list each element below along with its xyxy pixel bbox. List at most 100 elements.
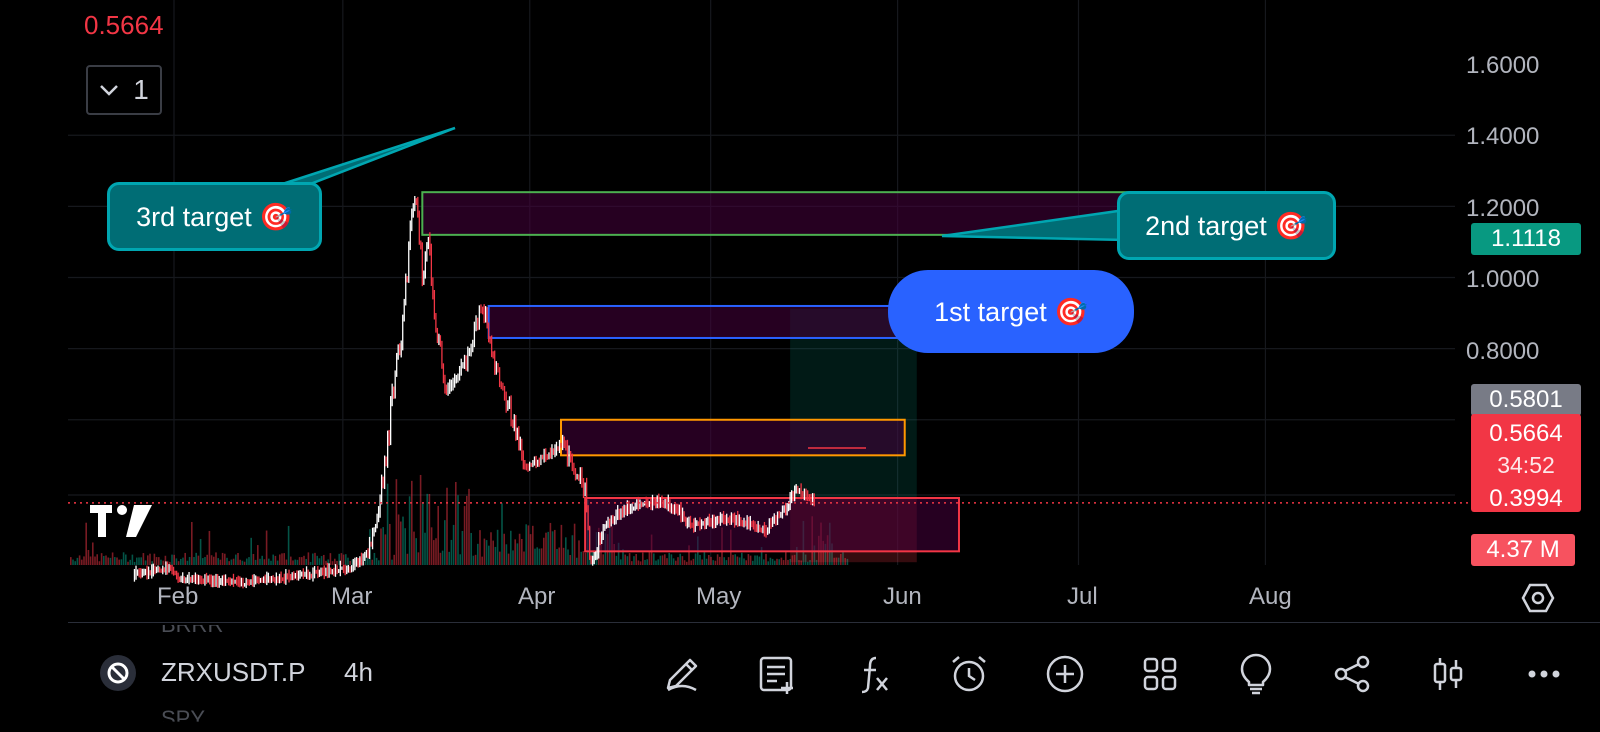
callout-first-target[interactable]: 1st target 🎯 xyxy=(888,270,1134,353)
volume-bar xyxy=(195,552,197,565)
volume-bar xyxy=(459,554,461,565)
layout-button[interactable] xyxy=(1136,650,1184,698)
volume-bar xyxy=(745,560,747,565)
time-tick-feb: Feb xyxy=(157,583,199,610)
volume-bar xyxy=(441,550,444,565)
chart-type-button[interactable] xyxy=(1424,650,1472,698)
volume-bar xyxy=(670,554,673,565)
volume-bar xyxy=(767,561,769,565)
tradingview-logo-icon xyxy=(90,505,154,544)
add-button[interactable] xyxy=(1041,650,1089,698)
volume-bar xyxy=(677,557,679,565)
bar-countdown: 34:52 xyxy=(1497,451,1555,478)
volume-bar xyxy=(752,560,754,565)
volume-bar xyxy=(221,552,224,565)
callout-second-target[interactable]: 2nd target 🎯 xyxy=(1117,191,1336,260)
ideas-button[interactable] xyxy=(1232,650,1280,698)
volume-bar xyxy=(252,553,255,565)
volume-bar xyxy=(327,559,329,565)
volume-bar xyxy=(270,560,272,565)
notes-button[interactable] xyxy=(753,650,801,698)
volume-bar xyxy=(463,506,466,565)
volume-bar xyxy=(472,555,475,565)
interval-button[interactable]: 4h xyxy=(344,657,373,687)
volume-bar xyxy=(505,544,508,565)
volume-bar xyxy=(147,555,149,565)
volume-bar xyxy=(749,555,752,565)
volume-bar xyxy=(433,540,435,565)
volume-bar xyxy=(239,559,241,565)
volume-bar xyxy=(534,548,536,565)
volume-bar xyxy=(411,480,413,565)
volume-bar xyxy=(329,553,332,565)
volume-bar xyxy=(371,559,373,565)
draw-tool-button[interactable] xyxy=(658,650,706,698)
volume-bar xyxy=(518,533,521,565)
volume-bar xyxy=(250,537,252,565)
indicators-button[interactable] xyxy=(850,650,898,698)
indicator-toggle-button[interactable]: 1 xyxy=(86,65,162,115)
time-tick-jun: Jun xyxy=(883,583,922,610)
volume-bar xyxy=(800,560,802,565)
volume-bar xyxy=(468,488,470,565)
volume-bar xyxy=(70,557,72,565)
volume-bar xyxy=(672,558,675,565)
volume-bar xyxy=(763,559,765,565)
time-tick-jul: Jul xyxy=(1067,583,1098,610)
share-button[interactable] xyxy=(1328,650,1376,698)
volume-bar xyxy=(98,561,101,565)
volume-bar xyxy=(206,554,208,565)
volume-bar xyxy=(312,553,314,565)
volume-bar xyxy=(164,555,167,565)
volume-bar xyxy=(285,559,288,565)
volume-bar xyxy=(545,532,547,565)
volume-bar xyxy=(294,559,296,565)
volume-bar xyxy=(710,556,712,565)
volume-bar xyxy=(188,557,191,565)
volume-bar xyxy=(232,558,235,565)
volume-bar xyxy=(323,554,325,565)
price-tick-1000: 1.0000 xyxy=(1466,266,1540,293)
volume-bar xyxy=(338,553,340,565)
callout-third-target[interactable]: 3rd target 🎯 xyxy=(107,182,322,251)
chart-settings-icon[interactable] xyxy=(1521,581,1555,615)
volume-bar xyxy=(523,551,525,565)
alert-button[interactable] xyxy=(945,650,993,698)
volume-bar xyxy=(265,530,268,565)
volume-bar xyxy=(281,553,283,565)
callout-third-label: 3rd target 🎯 xyxy=(136,201,293,232)
volume-bar xyxy=(626,556,629,565)
volume-bar xyxy=(457,495,459,565)
volume-bar xyxy=(180,558,182,565)
price-tick-1200: 1.2000 xyxy=(1466,195,1540,222)
share-icon xyxy=(1334,655,1370,693)
volume-bar xyxy=(204,556,206,565)
more-button[interactable] xyxy=(1520,650,1568,698)
volume-bar xyxy=(367,557,369,565)
volume-bar xyxy=(631,561,633,565)
alarm-icon xyxy=(952,656,986,692)
symbol-logo-icon[interactable] xyxy=(100,655,136,691)
volume-bar xyxy=(571,535,574,565)
volume-bar xyxy=(723,557,725,565)
volume-bar xyxy=(815,559,818,565)
volume-bar xyxy=(789,559,791,565)
volume-bar xyxy=(133,561,136,565)
volume-bar xyxy=(840,553,842,565)
volume-bar xyxy=(842,552,844,565)
volume-bar xyxy=(538,548,541,565)
volume-bar xyxy=(217,558,219,565)
volume-bar xyxy=(844,558,846,565)
volume-bar xyxy=(567,549,569,565)
volume-bar xyxy=(309,561,312,565)
volume-bar xyxy=(422,502,424,565)
symbol-name-button[interactable]: ZRXUSDT.P xyxy=(161,657,306,687)
volume-bar xyxy=(430,527,433,565)
grid-icon xyxy=(1143,657,1177,691)
volume-bar xyxy=(386,483,389,565)
volume-bar xyxy=(435,538,437,565)
volume-bar xyxy=(347,557,349,565)
volume-bar xyxy=(259,558,261,565)
volume-bar xyxy=(666,558,668,565)
